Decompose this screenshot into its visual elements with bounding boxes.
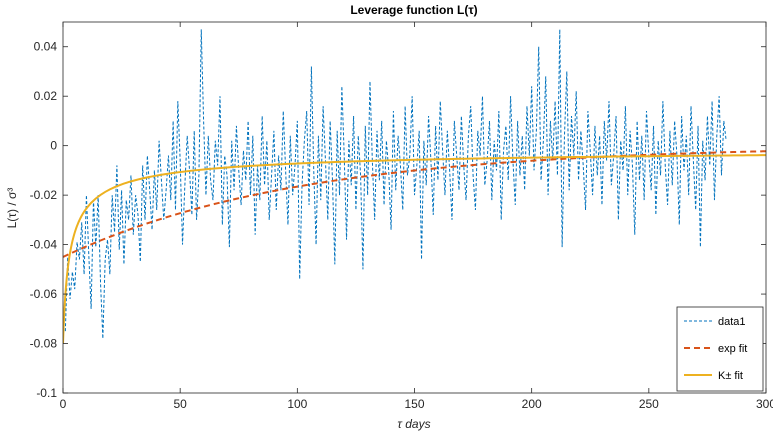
x-tick-label: 150 [404, 397, 424, 411]
x-tick-label: 200 [522, 397, 542, 411]
legend-label: data1 [718, 316, 746, 328]
y-tick-label: 0 [50, 139, 57, 153]
y-axis-ticks: -0.1 -0.08 -0.06 -0.04 -0.02 0 0.02 0.04 [30, 40, 766, 400]
y-tick-label: -0.1 [36, 386, 57, 400]
y-tick-label: -0.08 [30, 337, 58, 351]
series-k-fit-line [63, 154, 766, 344]
x-axis-ticks: 0 50 100 150 200 250 300 [60, 22, 773, 411]
x-axis-label: τ days [397, 417, 430, 431]
x-tick-label: 0 [60, 397, 67, 411]
y-tick-label: -0.06 [30, 287, 58, 301]
y-axis-label: L(τ) / σ³ [5, 188, 19, 229]
y-tick-label: 0.02 [34, 89, 58, 103]
y-tick-label: 0.04 [34, 40, 58, 54]
legend: data1 exp fit K± fit [676, 306, 764, 392]
x-tick-label: 250 [639, 397, 659, 411]
plot-area [62, 21, 767, 394]
x-tick-label: 100 [287, 397, 307, 411]
series-layer [63, 29, 766, 344]
x-tick-label: 300 [756, 397, 773, 411]
x-tick-label: 50 [173, 397, 187, 411]
y-tick-label: -0.02 [30, 188, 58, 202]
chart-title: Leverage function L(τ) [350, 3, 477, 17]
series-exp-fit-line [63, 150, 766, 258]
series-data1-line [64, 29, 727, 339]
y-tick-label: -0.04 [30, 238, 58, 252]
legend-label: K± fit [718, 370, 743, 382]
legend-label: exp fit [718, 343, 747, 355]
plot-frame [62, 21, 767, 394]
